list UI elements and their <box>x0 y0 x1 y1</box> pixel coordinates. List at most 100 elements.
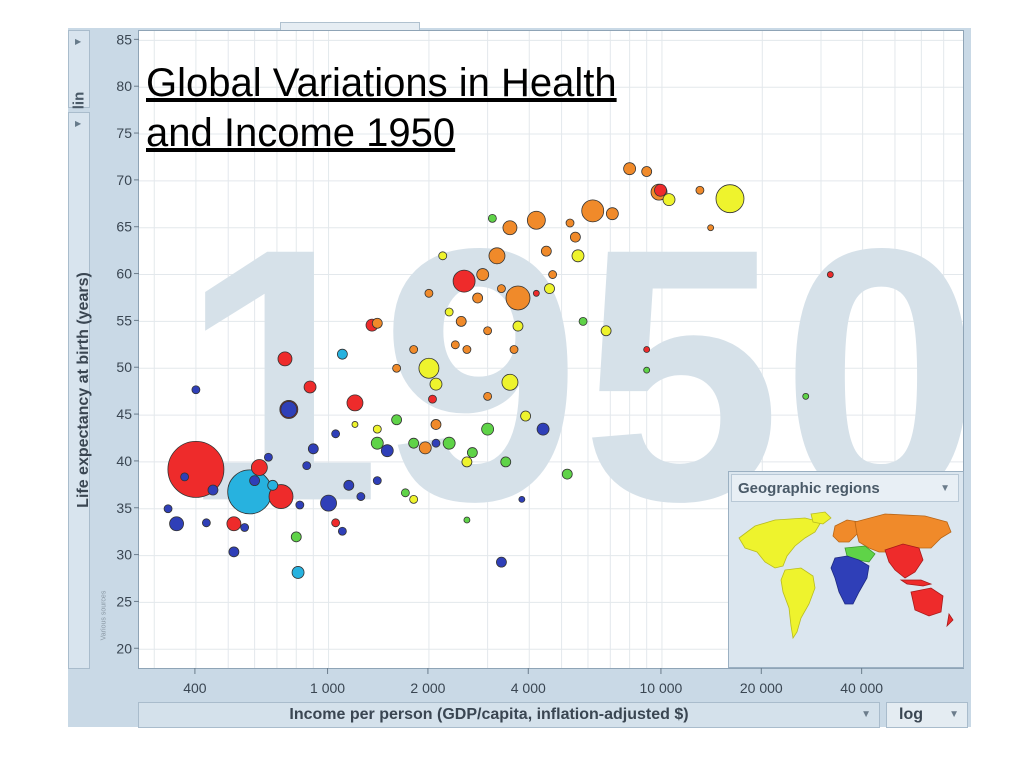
data-point-yellow <box>351 421 359 428</box>
data-point-orange <box>430 419 442 430</box>
data-point-orange <box>488 247 506 265</box>
data-point-yellow <box>461 456 473 468</box>
data-point-blue <box>240 523 250 532</box>
data-point-green <box>442 436 456 450</box>
data-point-green <box>802 392 810 400</box>
data-point-blue <box>180 472 190 482</box>
data-point-red <box>303 380 317 394</box>
data-point-blue <box>295 500 305 510</box>
data-point-orange <box>455 315 467 327</box>
data-point-red <box>268 484 294 509</box>
data-point-green <box>561 468 573 480</box>
data-point-red <box>250 459 268 476</box>
data-point-blue <box>320 494 337 512</box>
y-axis-selector[interactable]: ▶ <box>68 112 90 669</box>
data-point-green <box>466 447 478 458</box>
data-point-orange <box>707 224 715 232</box>
data-point-orange <box>565 218 575 228</box>
map-region-oceania <box>910 587 944 617</box>
data-point-green <box>391 414 403 426</box>
data-point-green <box>408 437 420 449</box>
y-scale-toggle[interactable]: ▶ <box>68 30 90 108</box>
data-point-blue <box>356 492 366 501</box>
data-point-orange <box>548 270 558 279</box>
data-point-red <box>167 441 225 498</box>
data-point-blue <box>496 556 507 568</box>
data-point-blue <box>372 476 382 486</box>
expand-arrow-icon: ▶ <box>75 37 82 46</box>
data-point-blue <box>331 429 341 439</box>
data-point-green <box>500 456 512 468</box>
regions-title: Geographic regions <box>738 480 880 497</box>
data-point-red <box>643 346 651 353</box>
x-axis-selector[interactable]: Income per person (GDP/capita, inflation… <box>138 702 880 728</box>
data-point-cyan <box>291 566 305 579</box>
data-point-blue <box>280 401 298 418</box>
title-line-2: and Income 1950 <box>146 111 456 155</box>
y-scale-label: lin <box>70 91 88 110</box>
map-region-east-asia <box>884 543 924 579</box>
title-line-1: Global Variations in Health <box>146 61 617 105</box>
data-point-orange <box>581 199 605 223</box>
chevron-down-icon: ▼ <box>861 709 871 720</box>
source-note: Various sources <box>100 590 108 641</box>
data-point-orange <box>605 207 619 221</box>
data-point-yellow <box>409 494 419 504</box>
data-point-green <box>643 366 651 374</box>
data-point-orange <box>392 363 402 373</box>
data-point-red <box>331 518 341 528</box>
data-point-red <box>346 394 364 412</box>
data-point-orange <box>418 441 432 455</box>
data-point-blue <box>302 461 312 471</box>
data-point-red <box>452 269 476 293</box>
data-point-orange <box>476 268 490 281</box>
y-axis-label: Life expectancy at birth (years) <box>75 272 92 508</box>
data-point-orange <box>695 185 705 195</box>
data-point-yellow <box>544 283 555 295</box>
data-point-yellow <box>512 320 524 332</box>
regions-dropdown[interactable]: Geographic regions ▼ <box>731 474 959 502</box>
data-point-blue <box>337 526 347 536</box>
data-point-red <box>654 183 667 197</box>
data-point-yellow <box>571 249 585 263</box>
data-point-green <box>487 213 497 223</box>
data-point-orange <box>540 245 552 257</box>
data-point-yellow <box>600 325 612 337</box>
data-point-green <box>400 488 410 498</box>
data-point-blue <box>431 438 441 448</box>
data-point-yellow <box>715 184 745 214</box>
data-point-yellow <box>418 357 440 379</box>
data-point-blue <box>169 516 184 532</box>
data-point-orange <box>409 345 419 354</box>
data-point-blue <box>249 475 261 487</box>
x-scale-select[interactable]: log ▼ <box>886 702 968 728</box>
data-point-orange <box>502 220 518 236</box>
data-point-orange <box>497 284 506 294</box>
data-point-orange <box>569 231 581 243</box>
data-point-red <box>428 394 437 404</box>
data-point-cyan <box>267 479 279 491</box>
data-point-orange <box>483 391 493 401</box>
data-point-green <box>370 436 384 450</box>
data-point-red <box>532 289 540 297</box>
world-map-legend[interactable] <box>735 508 959 660</box>
data-point-yellow <box>372 424 382 434</box>
chevron-down-icon: ▼ <box>949 709 959 720</box>
data-point-orange <box>483 326 493 336</box>
top-tab[interactable] <box>280 22 420 30</box>
data-point-blue <box>207 484 219 496</box>
data-point-green <box>463 516 471 524</box>
map-region-indonesia <box>899 579 933 587</box>
data-point-cyan <box>336 348 348 360</box>
data-point-yellow <box>662 193 676 207</box>
data-point-blue <box>264 452 273 462</box>
data-point-orange <box>509 345 519 354</box>
data-point-cyan <box>227 469 273 515</box>
data-point-green <box>481 422 495 436</box>
map-region-africa <box>830 555 870 605</box>
data-point-orange <box>623 162 637 176</box>
map-region-greenland <box>810 511 832 525</box>
data-point-orange <box>424 288 434 298</box>
chevron-down-icon: ▼ <box>940 483 950 494</box>
data-point-blue <box>518 495 526 503</box>
